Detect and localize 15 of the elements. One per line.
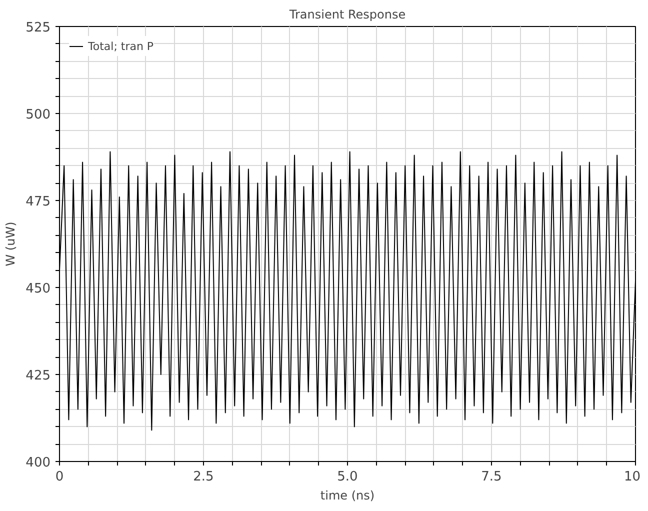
x-tick-label: 0 (55, 470, 64, 484)
x-axis-title: time (ns) (320, 488, 375, 502)
y-tick-label: 400 (26, 456, 51, 470)
y-axis-title: W (uW) (4, 222, 18, 266)
x-tick-label: 5.0 (337, 470, 358, 484)
x-tick-label: 7.5 (481, 470, 502, 484)
y-tick-label: 450 (26, 282, 51, 296)
chart-title: Transient Response (288, 8, 406, 22)
x-tick-label: 10 (624, 470, 641, 484)
legend-label: Total; tran P (88, 40, 154, 52)
y-tick-label: 425 (26, 368, 51, 384)
x-tick-label: 2.5 (193, 470, 214, 484)
y-tick-label: 475 (26, 194, 51, 210)
y-tick-label: 500 (26, 108, 51, 122)
y-tick-label: 525 (26, 20, 51, 36)
